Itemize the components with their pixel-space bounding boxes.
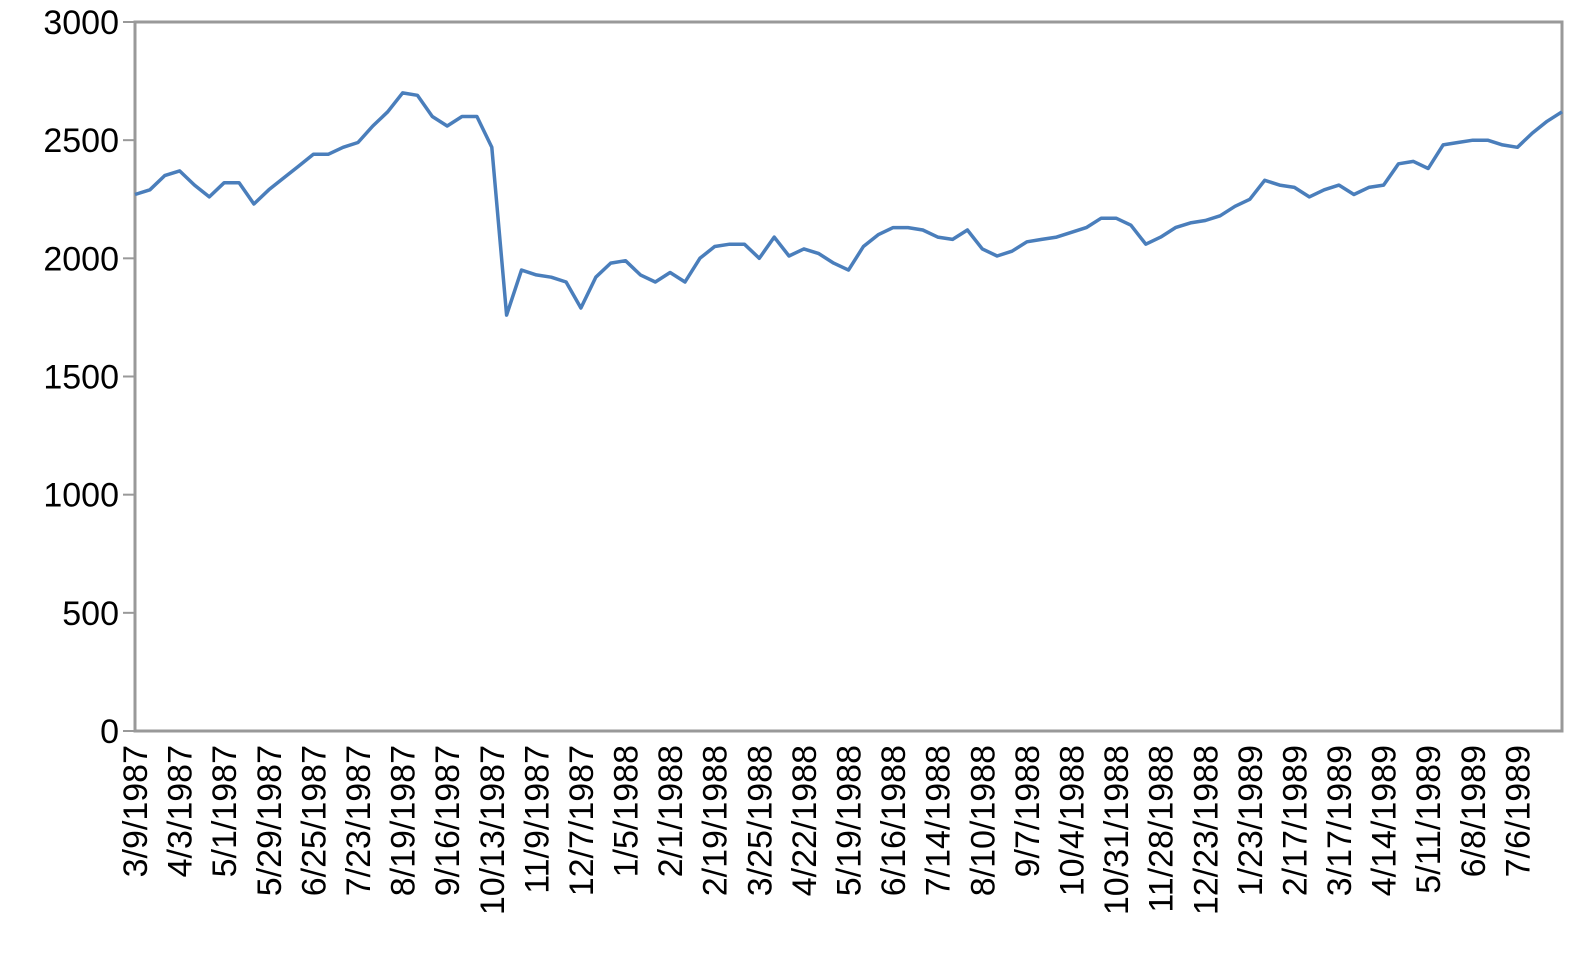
x-tick-label: 6/25/1987 <box>295 745 333 896</box>
x-tick-label: 5/19/1988 <box>831 745 869 896</box>
x-tick-label: 12/23/1988 <box>1187 745 1225 915</box>
x-tick-label: 5/29/1987 <box>251 745 289 896</box>
x-tick-label: 4/3/1987 <box>162 745 200 877</box>
x-tick-label: 3/25/1988 <box>741 745 779 896</box>
y-tick-label: 0 <box>100 713 119 751</box>
x-tick-label: 11/9/1987 <box>518 745 556 894</box>
x-tick-label: 9/7/1988 <box>1009 745 1047 877</box>
x-tick-label: 9/16/1987 <box>429 745 467 896</box>
x-tick-label: 8/19/1987 <box>385 745 423 896</box>
x-tick-label: 2/17/1989 <box>1276 745 1314 896</box>
x-tick-label: 10/13/1987 <box>474 745 512 915</box>
x-tick-label: 3/17/1989 <box>1321 745 1359 896</box>
y-tick-label: 3000 <box>43 4 119 42</box>
x-tick-label: 6/16/1988 <box>875 745 913 896</box>
x-tick-label: 5/1/1987 <box>206 745 244 877</box>
x-tick-label: 7/23/1987 <box>340 745 378 896</box>
y-tick-label: 500 <box>62 595 119 633</box>
plot-frame <box>133 20 1564 733</box>
x-tick-label: 10/4/1988 <box>1053 745 1091 896</box>
x-tick-label: 5/11/1989 <box>1410 745 1448 894</box>
y-tick-label: 2000 <box>43 240 119 278</box>
x-tick-label: 11/28/1988 <box>1143 745 1181 913</box>
x-tick-label: 1/23/1989 <box>1232 745 1270 896</box>
x-tick-label: 7/14/1988 <box>920 745 958 896</box>
y-tick-label: 2500 <box>43 122 119 160</box>
line-series <box>134 91 1563 317</box>
x-tick-label: 10/31/1988 <box>1098 745 1136 915</box>
x-tick-label: 7/6/1989 <box>1499 745 1537 877</box>
x-tick-label: 4/22/1988 <box>786 745 824 896</box>
x-tick-label: 2/1/1988 <box>652 745 690 877</box>
x-tick-label: 2/19/1988 <box>697 745 735 896</box>
x-tick-label: 4/14/1989 <box>1366 745 1404 896</box>
y-tick-label: 1000 <box>43 477 119 515</box>
y-tick-label: 1500 <box>43 359 119 397</box>
x-tick-label: 12/7/1987 <box>563 745 601 896</box>
x-tick-label: 1/5/1988 <box>608 745 646 877</box>
x-tick-label: 8/10/1988 <box>964 745 1002 896</box>
x-tick-label: 3/9/1987 <box>117 745 155 877</box>
x-tick-label: 6/8/1989 <box>1455 745 1493 877</box>
